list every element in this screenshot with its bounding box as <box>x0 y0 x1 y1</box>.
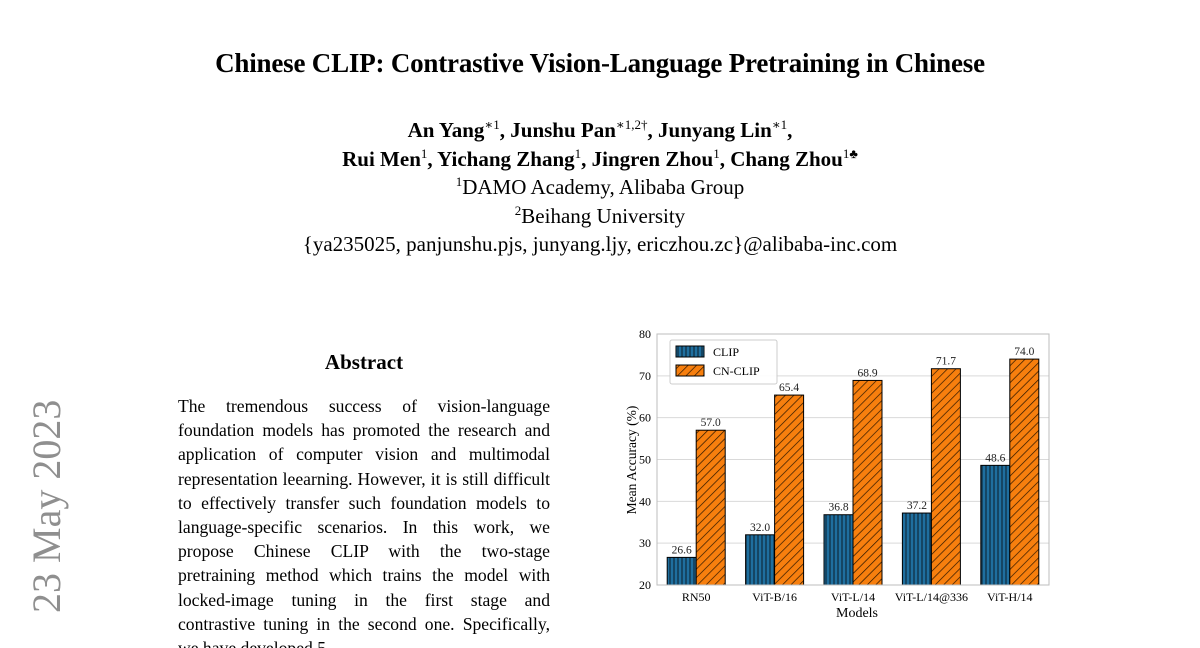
bar-cn-clip <box>774 394 805 586</box>
data-label-clip: 48.6 <box>985 452 1005 464</box>
author-affil-mark: 1 <box>574 145 582 161</box>
bar-clip <box>901 512 932 586</box>
author-affil-mark: ∗1,2† <box>615 117 648 132</box>
accuracy-bar-chart: 20 30 40 50 60 70 80 RN50 26.6 57.0 ViT-B/16 32.0 65… <box>612 322 1062 633</box>
chart-bars <box>666 358 1040 586</box>
affiliation-name: Beihang University <box>521 203 686 228</box>
y-axis-label: Mean Accuracy (%) <box>624 406 639 515</box>
bar-clip <box>666 556 697 586</box>
author-name: Junshu Pan <box>510 118 616 142</box>
author-separator: , <box>647 118 659 142</box>
abstract-text: The tremendous success of vision-languag… <box>178 396 550 648</box>
author-affil-mark: ∗1 <box>771 117 788 132</box>
y-tick-label: 30 <box>639 536 651 550</box>
data-label-cn-clip: 71.7 <box>936 356 956 368</box>
x-tick-label: ViT-B/16 <box>752 590 797 604</box>
chart-labels: 20 30 40 50 60 70 80 RN50 26.6 57.0 ViT-B/16 32.0 65… <box>639 327 1035 604</box>
author-affil-mark: 1 <box>713 145 720 161</box>
legend-swatch-clip <box>675 345 705 358</box>
y-tick-label: 40 <box>639 494 651 508</box>
x-tick-label: ViT-L/14@336 <box>895 590 968 604</box>
author-separator: , <box>427 146 438 171</box>
author-block: An Yang∗1, Junshu Pan∗1,2†, Junyang Lin∗… <box>0 116 1200 259</box>
abstract-heading: Abstract <box>324 350 404 374</box>
data-label-cn-clip: 57.0 <box>701 417 721 429</box>
y-tick-label: 20 <box>639 578 651 592</box>
author-affil-mark: 1 <box>420 145 428 161</box>
affiliation-mark: 2 <box>514 202 522 218</box>
data-label-clip: 26.6 <box>672 544 692 556</box>
author-name: Yichang Zhang <box>437 146 575 171</box>
legend-label-cn-clip: CN-CLIP <box>713 364 760 378</box>
data-label-cn-clip: 65.4 <box>779 382 799 394</box>
author-affil-mark: 1♣ <box>842 145 858 161</box>
x-tick-label: ViT-L/14 <box>831 590 875 604</box>
bar-clip <box>980 464 1011 586</box>
data-label-cn-clip: 68.9 <box>857 367 877 379</box>
affiliation-name: DAMO Academy, Alibaba Group <box>462 175 745 199</box>
legend-swatch-cn-clip <box>675 364 705 377</box>
y-tick-label: 60 <box>639 411 651 425</box>
x-axis-label: Models <box>836 606 878 621</box>
author-affil-mark: ∗1 <box>484 117 500 132</box>
data-label-clip: 36.8 <box>828 502 848 514</box>
bar-cn-clip <box>852 379 883 586</box>
author-emails: {ya235025, panjunshu.pjs, junyang.ljy, e… <box>302 232 898 256</box>
author-line-1: An Yang∗1, Junshu Pan∗1,2†, Junyang Lin∗… <box>0 116 1200 145</box>
bar-cn-clip <box>1009 358 1040 586</box>
arxiv-date-text: 23 May 2023 <box>24 400 69 614</box>
bar-cn-clip <box>695 429 726 586</box>
y-tick-label: 50 <box>639 453 651 467</box>
author-separator: , <box>499 118 511 142</box>
author-name: Jingren Zhou <box>591 146 714 171</box>
data-label-clip: 32.0 <box>750 522 770 534</box>
bar-clip <box>823 514 854 586</box>
affiliation-mark: 1 <box>455 174 463 189</box>
arxiv-date-stamp: 23 May 2023 <box>24 400 70 648</box>
plot-frame <box>656 333 1050 586</box>
y-tick-label: 70 <box>639 369 651 383</box>
affiliation-2: 2Beihang University <box>0 202 1200 231</box>
author-name: Junyang Lin <box>658 118 772 142</box>
author-separator: , <box>787 118 793 142</box>
author-name: An Yang <box>407 118 485 142</box>
bar-clip <box>745 534 776 586</box>
author-separator: , <box>719 146 731 171</box>
bar-cn-clip <box>930 368 961 586</box>
author-line-2: Rui Men1, Yichang Zhang1, Jingren Zhou1,… <box>0 145 1200 174</box>
author-name: Rui Men <box>342 146 421 171</box>
paper-title: Chinese CLIP: Contrastive Vision-Languag… <box>215 48 985 78</box>
x-tick-label: ViT-H/14 <box>987 590 1033 604</box>
legend-label-clip: CLIP <box>713 345 739 359</box>
chart-legend: CLIP CN-CLIP <box>669 339 778 385</box>
data-label-cn-clip: 74.0 <box>1014 346 1034 358</box>
y-tick-label: 80 <box>639 327 651 341</box>
x-tick-label: RN50 <box>682 590 711 604</box>
chart-canvas: 20 30 40 50 60 70 80 RN50 26.6 57.0 ViT-B/16 32.0 65… <box>624 327 1050 621</box>
data-label-clip: 37.2 <box>907 500 927 512</box>
author-name: Chang Zhou <box>730 146 843 171</box>
author-separator: , <box>581 146 592 171</box>
affiliation-1: 1DAMO Academy, Alibaba Group <box>0 173 1200 202</box>
